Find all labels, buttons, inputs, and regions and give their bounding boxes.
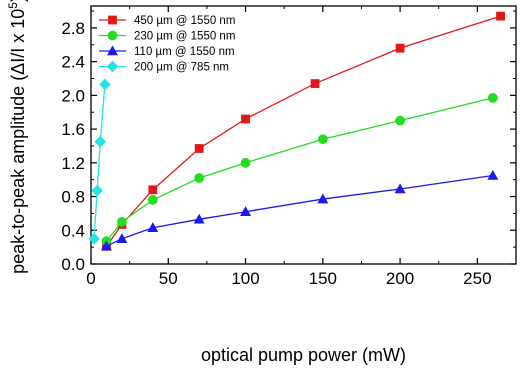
legend-label: 200 µm @ 785 nm — [134, 62, 229, 74]
series-layer — [88, 11, 505, 251]
data-point — [147, 195, 158, 205]
legend-label: 450 µm @ 1550 nm — [134, 15, 235, 27]
data-point — [100, 240, 112, 251]
x-tick-label: 250 — [463, 269, 491, 288]
y-tick-label: 2.8 — [61, 19, 85, 38]
data-point — [395, 43, 405, 53]
data-point — [394, 183, 406, 194]
legend-entry: 450 µm @ 1550 nm — [99, 15, 235, 27]
series-2 — [101, 93, 498, 247]
data-point — [240, 157, 251, 168]
data-point — [317, 193, 329, 204]
data-point — [147, 222, 159, 232]
axis-ticks: 0 50 100 150 200 250 0.0 0.4 0.8 1.2 1.6 2.0 2.4 2.8 — [61, 6, 516, 288]
x-tick-label: 50 — [159, 269, 178, 288]
y-tick-label: 0.4 — [61, 221, 85, 240]
x-tick-label: 200 — [386, 269, 414, 288]
x-axis-label: optical pump power (mW) — [201, 345, 406, 365]
data-point — [117, 216, 127, 227]
series-line — [105, 97, 493, 242]
data-point — [193, 213, 205, 224]
y-tick-label: 1.2 — [61, 154, 85, 173]
legend-entry: 230 µm @ 1550 nm — [99, 31, 235, 43]
data-point — [99, 78, 111, 91]
series-line — [93, 84, 106, 239]
y-tick-label: 1.6 — [61, 120, 85, 139]
legend-marker — [107, 30, 118, 41]
x-tick-label: 150 — [309, 269, 337, 288]
data-point — [487, 169, 499, 180]
data-point — [148, 185, 158, 195]
x-tick-label: 100 — [231, 269, 259, 288]
y-axis-label-exponent: 5 — [6, 2, 20, 9]
legend-entry: 200 µm @ 785 nm — [99, 60, 229, 74]
series-3 — [100, 169, 499, 251]
data-point — [116, 233, 128, 243]
data-point — [310, 79, 320, 88]
y-tick-label: 2.0 — [61, 86, 85, 105]
legend-marker — [108, 15, 117, 25]
data-point — [94, 135, 107, 148]
y-axis-label: peak-to-peak amplitude (ΔI/I x 105) — [6, 0, 28, 274]
data-point — [395, 115, 405, 126]
y-axis-label-close: ) — [8, 0, 28, 2]
x-tick-label: 0 — [86, 269, 95, 288]
legend-label: 110 µm @ 1550 nm — [134, 46, 235, 58]
data-point — [241, 114, 250, 124]
y-tick-label: 2.4 — [61, 53, 85, 72]
data-point — [194, 173, 205, 183]
data-point — [91, 184, 103, 197]
legend-marker — [106, 60, 119, 73]
y-tick-label: 0.0 — [61, 255, 85, 274]
data-point — [487, 93, 498, 103]
plot-area — [90, 5, 517, 265]
y-axis-label-main: peak-to-peak amplitude (ΔI/I x 10 — [8, 9, 28, 274]
data-point — [496, 11, 505, 21]
series-4 — [88, 78, 111, 245]
legend-marker — [107, 45, 118, 56]
y-tick-label: 0.8 — [61, 188, 85, 207]
legend: 450 µm @ 1550 nm 230 µm @ 1550 nm 110 µm @… — [99, 15, 235, 74]
legend-label: 230 µm @ 1550 nm — [134, 31, 235, 43]
data-point — [317, 134, 328, 145]
data-point — [88, 232, 100, 245]
data-point — [194, 144, 204, 153]
series-line — [106, 174, 493, 247]
legend-entry: 110 µm @ 1550 nm — [99, 45, 235, 58]
data-point — [240, 206, 252, 216]
